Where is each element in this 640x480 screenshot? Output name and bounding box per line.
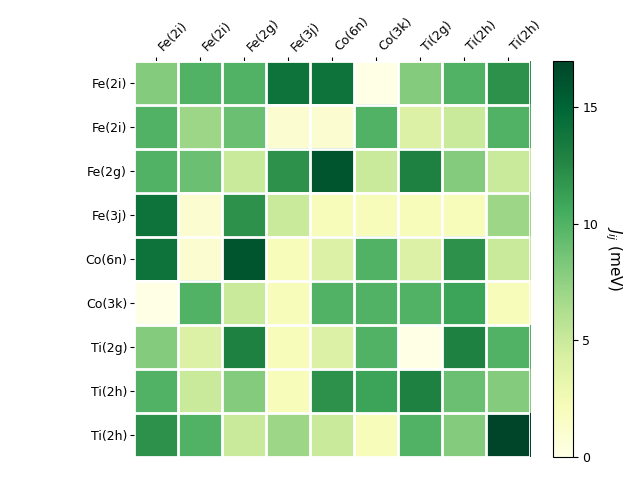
Y-axis label: $J_{ij}$ (meV): $J_{ij}$ (meV): [603, 226, 623, 291]
